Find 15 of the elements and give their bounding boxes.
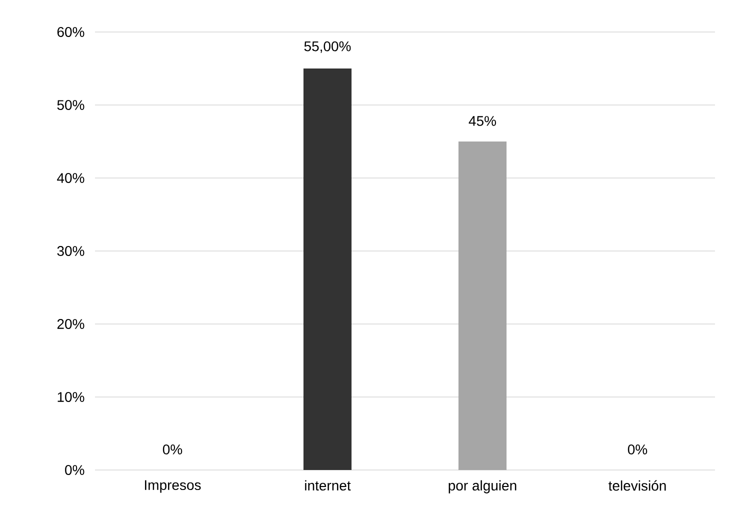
x-tick-label: televisión (608, 480, 666, 491)
y-tick-label: 50% (57, 100, 84, 110)
y-tick-label: 60% (57, 27, 84, 37)
data-label: 45% (468, 116, 496, 126)
x-tick-label: por alguien (448, 480, 516, 494)
y-tick-label: 20% (57, 319, 84, 329)
data-label: 55,00% (304, 41, 351, 53)
y-tick-label: 0% (65, 465, 84, 475)
y-tick-label: 30% (57, 246, 84, 256)
data-label: 0% (628, 444, 648, 454)
y-tick-label: 10% (58, 392, 84, 402)
x-tick-label: Impresos (145, 480, 201, 493)
data-label: 0% (162, 444, 182, 454)
y-tick-label: 40% (57, 173, 84, 183)
x-tick-label: internet (305, 480, 351, 491)
